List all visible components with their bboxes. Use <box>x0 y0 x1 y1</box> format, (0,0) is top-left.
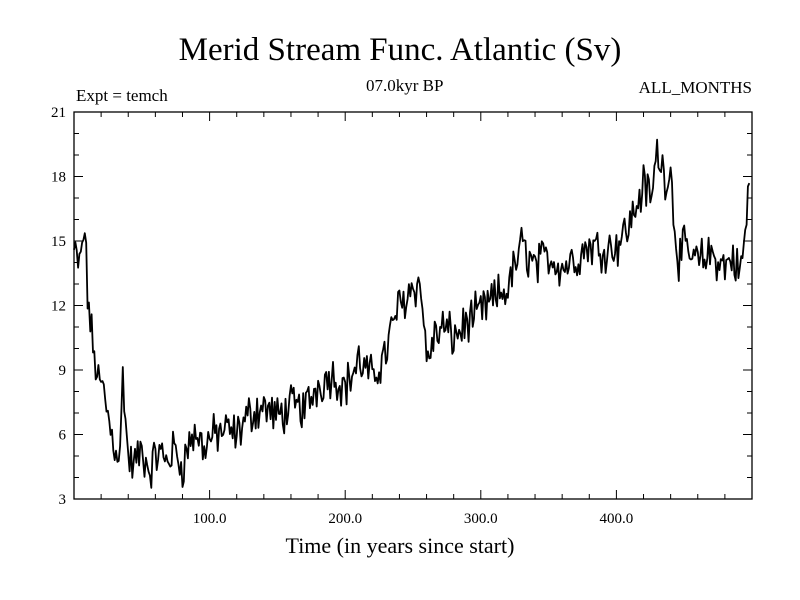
x-axis-label: Time (in years since start) <box>285 533 515 558</box>
axis-ticks <box>74 112 752 499</box>
x-tick-label: 300.0 <box>464 511 498 527</box>
y-tick-label: 3 <box>59 492 67 508</box>
months-label: ALL_MONTHS <box>638 78 752 97</box>
x-tick-label: 100.0 <box>193 511 227 527</box>
y-tick-label: 21 <box>51 105 66 121</box>
tick-labels: 100.0 200.0 300.0 400.0 3 6 9 12 15 18 21 <box>51 105 633 527</box>
x-tick-label: 400.0 <box>600 511 634 527</box>
plot-frame <box>73 111 753 500</box>
y-tick-label: 6 <box>59 428 67 444</box>
series-line <box>73 138 751 489</box>
series-layer <box>73 138 751 489</box>
chart-title: Merid Stream Func. Atlantic (Sv) <box>178 32 622 68</box>
experiment-label: Expt = temch <box>76 86 168 105</box>
y-tick-label: 9 <box>59 363 67 379</box>
x-tick-label: 200.0 <box>328 511 362 527</box>
y-tick-label: 15 <box>51 234 66 250</box>
chart-subtitle: 07.0kyr BP <box>366 76 444 95</box>
y-tick-label: 18 <box>51 170 66 186</box>
y-tick-label: 12 <box>51 299 66 315</box>
